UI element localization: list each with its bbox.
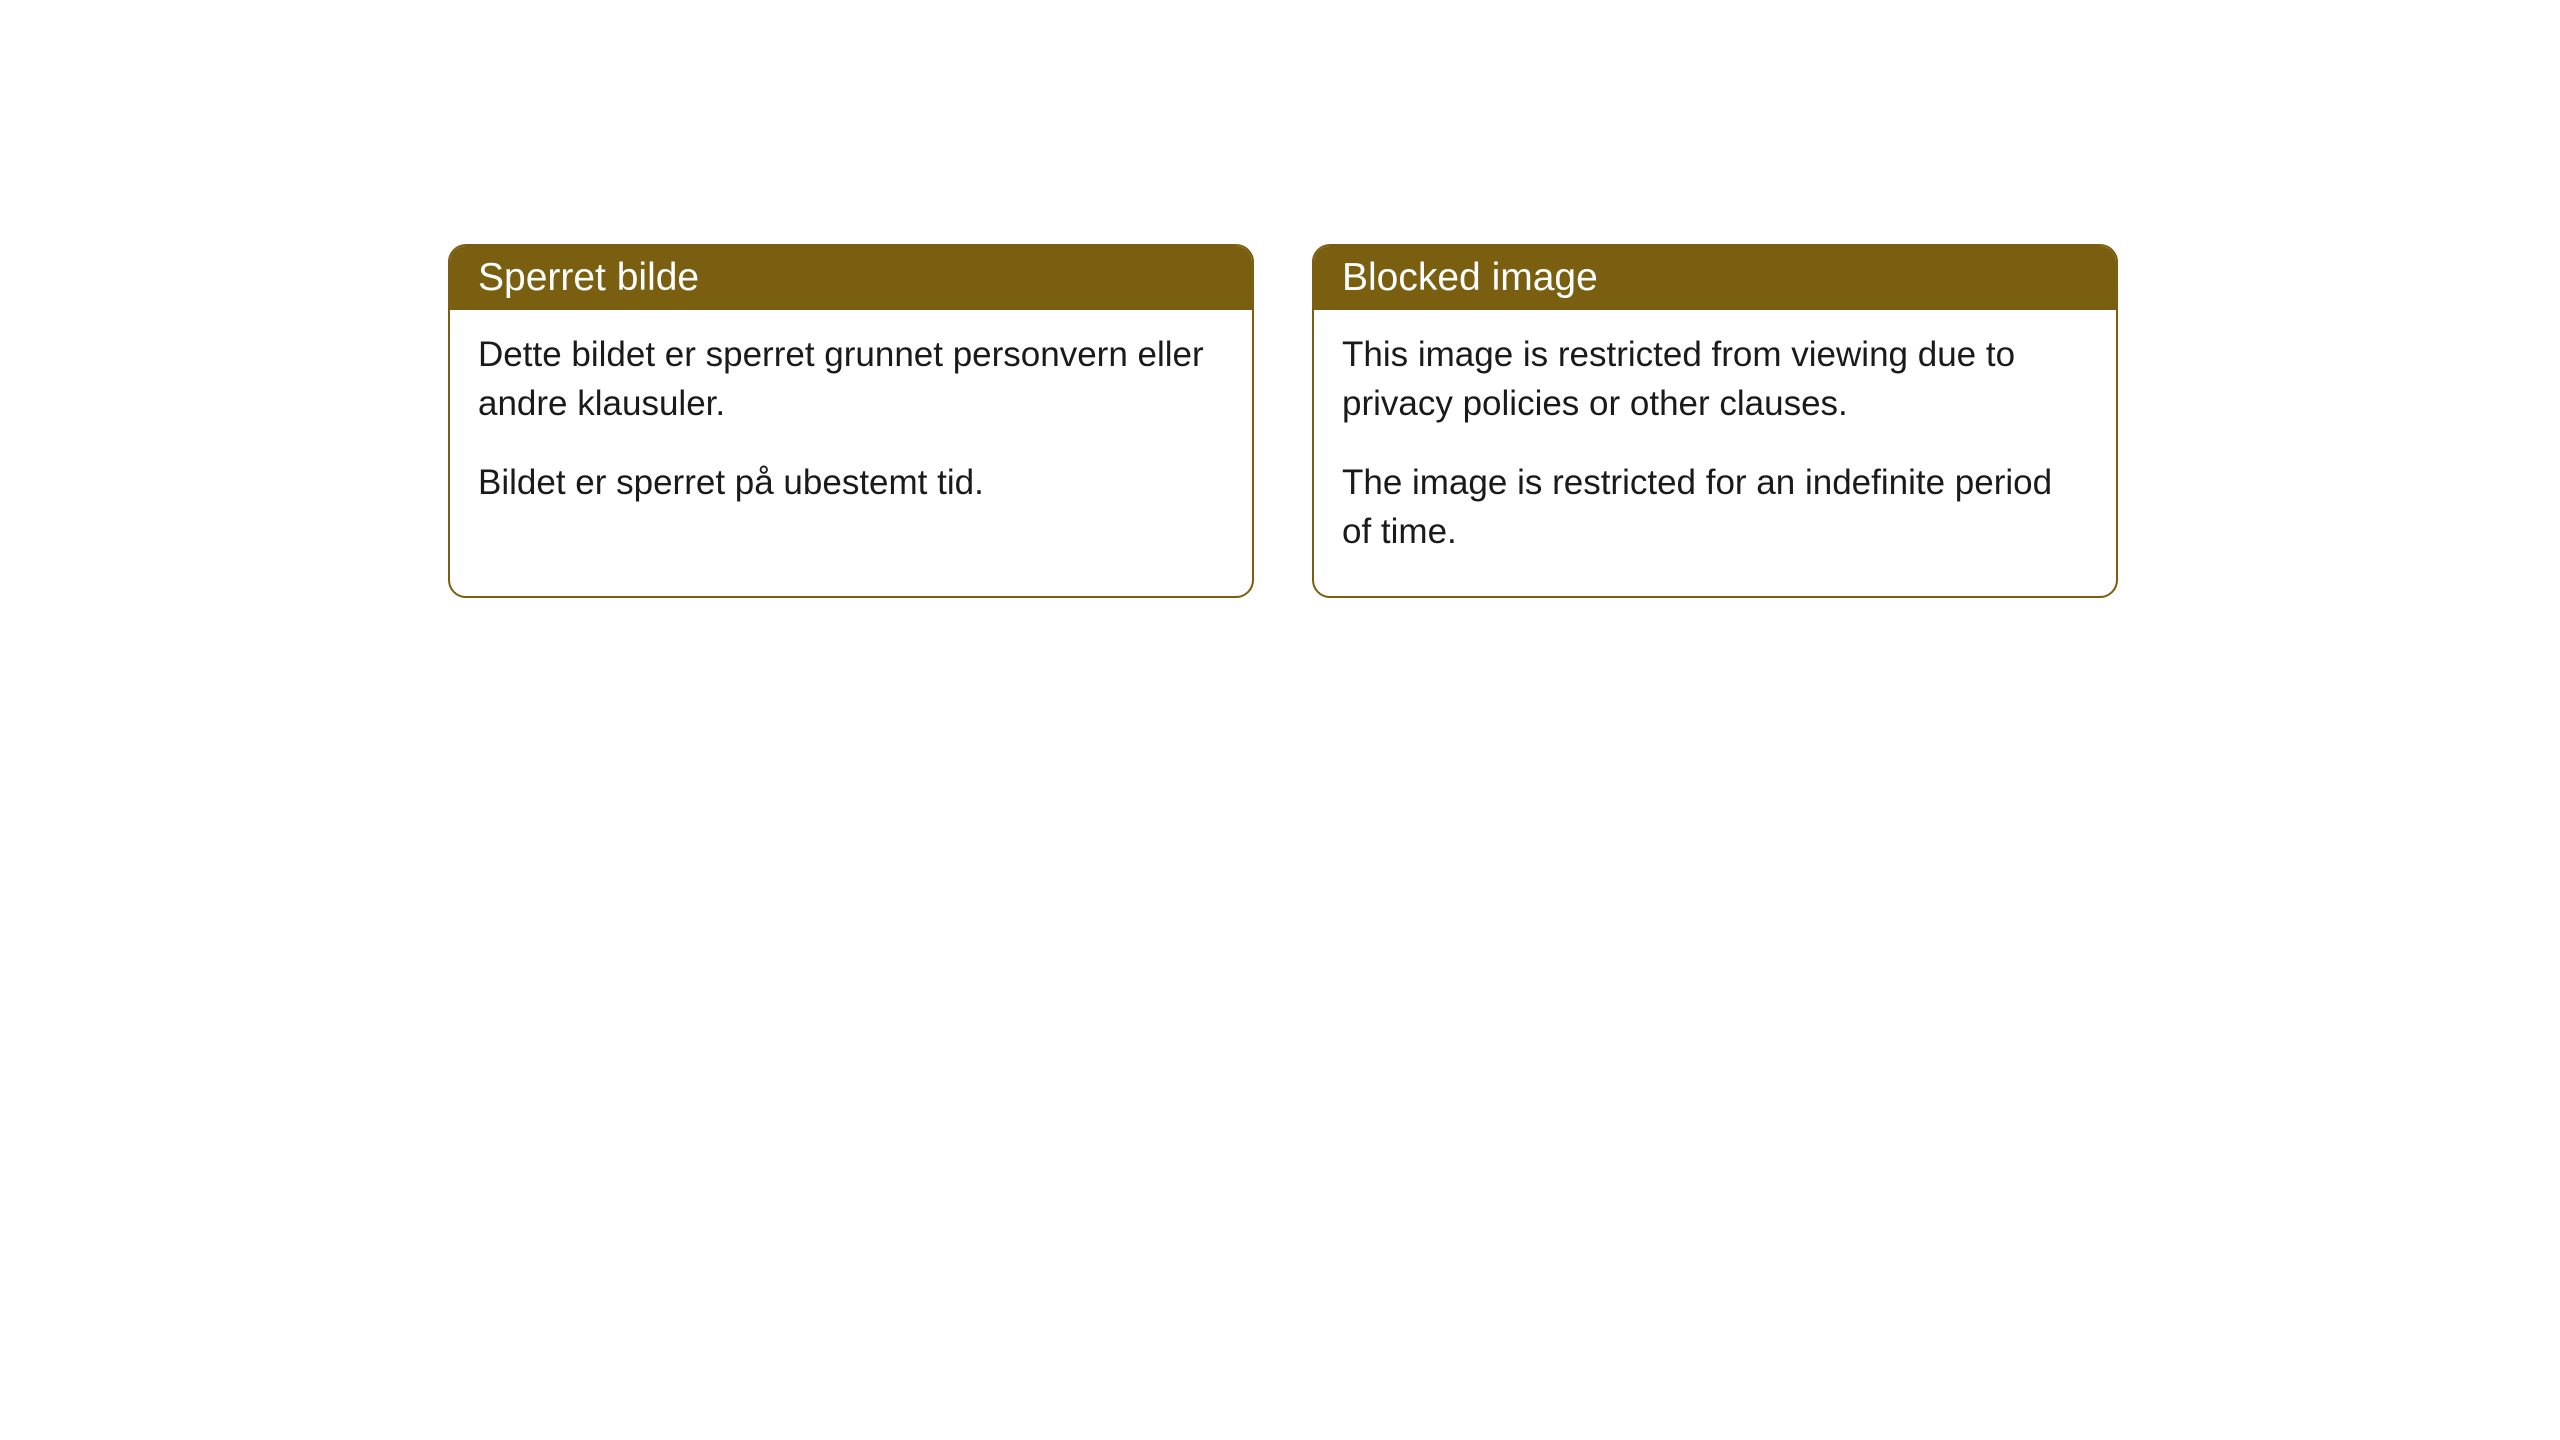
notice-cards-container: Sperret bilde Dette bildet er sperret gr… bbox=[448, 244, 2118, 598]
card-paragraph: This image is restricted from viewing du… bbox=[1342, 330, 2088, 428]
blocked-image-card-english: Blocked image This image is restricted f… bbox=[1312, 244, 2118, 598]
card-header: Sperret bilde bbox=[450, 246, 1252, 310]
card-header: Blocked image bbox=[1314, 246, 2116, 310]
card-body: This image is restricted from viewing du… bbox=[1314, 310, 2116, 596]
card-paragraph: Bildet er sperret på ubestemt tid. bbox=[478, 458, 1224, 507]
card-title: Sperret bilde bbox=[478, 256, 699, 299]
blocked-image-card-norwegian: Sperret bilde Dette bildet er sperret gr… bbox=[448, 244, 1254, 598]
card-title: Blocked image bbox=[1342, 256, 1598, 299]
card-body: Dette bildet er sperret grunnet personve… bbox=[450, 310, 1252, 547]
card-paragraph: Dette bildet er sperret grunnet personve… bbox=[478, 330, 1224, 428]
card-paragraph: The image is restricted for an indefinit… bbox=[1342, 458, 2088, 556]
